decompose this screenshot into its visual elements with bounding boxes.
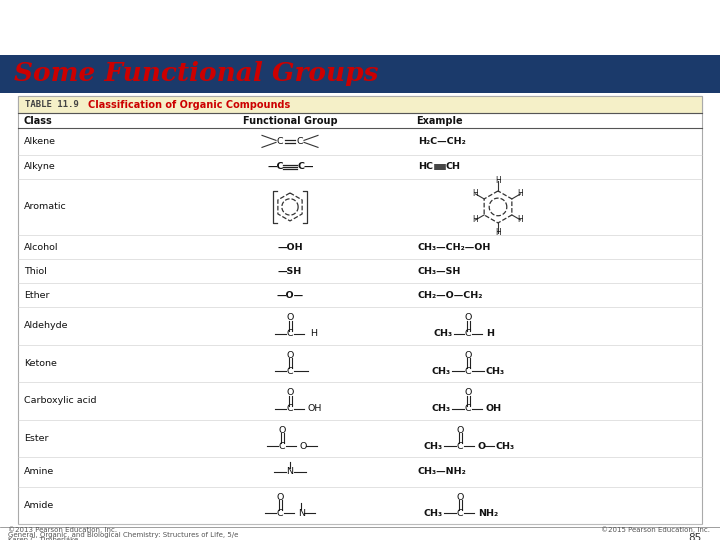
Text: Alkene: Alkene bbox=[24, 137, 56, 146]
Bar bbox=[18, 96, 702, 113]
Text: 85: 85 bbox=[688, 533, 701, 540]
Text: O: O bbox=[287, 314, 294, 322]
Text: O: O bbox=[464, 351, 472, 360]
Text: N: N bbox=[287, 467, 294, 476]
Text: CH₃: CH₃ bbox=[432, 367, 451, 376]
Bar bbox=[18, 96, 702, 524]
Text: Alkyne: Alkyne bbox=[24, 163, 55, 171]
Text: Some Functional Groups: Some Functional Groups bbox=[14, 62, 379, 86]
Text: —OH: —OH bbox=[277, 242, 303, 252]
Text: CH₃: CH₃ bbox=[432, 404, 451, 414]
Text: Aldehyde: Aldehyde bbox=[24, 321, 68, 330]
Text: Ether: Ether bbox=[24, 291, 50, 300]
Text: C: C bbox=[276, 509, 283, 518]
Text: —SH: —SH bbox=[278, 267, 302, 275]
Text: O: O bbox=[464, 314, 472, 322]
Text: H: H bbox=[472, 190, 478, 198]
Text: C—: C— bbox=[298, 163, 315, 171]
Text: C: C bbox=[279, 442, 285, 451]
Text: O: O bbox=[478, 442, 486, 451]
Text: C: C bbox=[456, 509, 463, 518]
Text: O: O bbox=[300, 442, 307, 451]
Text: Amine: Amine bbox=[24, 467, 54, 476]
Text: Aromatic: Aromatic bbox=[24, 202, 67, 212]
Text: Classification of Organic Compounds: Classification of Organic Compounds bbox=[88, 99, 290, 110]
Text: O: O bbox=[456, 493, 464, 502]
Text: O: O bbox=[276, 493, 284, 502]
Text: General, Organic, and Biological Chemistry: Structures of Life, 5/e: General, Organic, and Biological Chemist… bbox=[8, 532, 238, 538]
Text: C: C bbox=[297, 137, 303, 146]
Text: CH₃: CH₃ bbox=[485, 367, 504, 376]
Text: O: O bbox=[279, 426, 286, 435]
Text: CH₃: CH₃ bbox=[424, 442, 443, 451]
Text: H: H bbox=[472, 215, 478, 225]
Text: H₂C—CH₂: H₂C—CH₂ bbox=[418, 137, 466, 146]
Text: CH: CH bbox=[446, 163, 461, 171]
Text: O: O bbox=[464, 388, 472, 397]
Text: C: C bbox=[464, 329, 472, 339]
Text: Amide: Amide bbox=[24, 501, 54, 510]
Text: CH₃—NH₂: CH₃—NH₂ bbox=[418, 467, 467, 476]
Text: —C: —C bbox=[268, 163, 284, 171]
Text: ©2015 Pearson Education, Inc.: ©2015 Pearson Education, Inc. bbox=[601, 526, 710, 534]
Text: H: H bbox=[495, 177, 501, 185]
Text: C: C bbox=[464, 367, 472, 376]
Text: TABLE 11.9: TABLE 11.9 bbox=[25, 100, 78, 109]
Text: Karen C. Timberlake: Karen C. Timberlake bbox=[8, 537, 78, 540]
Text: Functional Group: Functional Group bbox=[243, 116, 337, 125]
Text: C: C bbox=[287, 329, 293, 339]
Text: CH₃: CH₃ bbox=[495, 442, 514, 451]
Text: Alcohol: Alcohol bbox=[24, 242, 58, 252]
Text: Example: Example bbox=[416, 116, 463, 125]
Text: ©2013 Pearson Education, Inc.: ©2013 Pearson Education, Inc. bbox=[8, 526, 117, 534]
Text: O: O bbox=[456, 426, 464, 435]
Text: C: C bbox=[287, 404, 293, 414]
Text: H: H bbox=[495, 228, 501, 238]
Text: C: C bbox=[287, 367, 293, 376]
Text: Carboxylic acid: Carboxylic acid bbox=[24, 396, 96, 406]
Text: CH₃—SH: CH₃—SH bbox=[418, 267, 462, 275]
Text: H: H bbox=[518, 190, 523, 198]
Text: Class: Class bbox=[24, 116, 53, 125]
Text: OH: OH bbox=[308, 404, 323, 414]
Text: NH₂: NH₂ bbox=[478, 509, 498, 518]
Text: —O—: —O— bbox=[276, 291, 304, 300]
Text: CH₃—CH₂—OH: CH₃—CH₂—OH bbox=[418, 242, 491, 252]
Text: Thiol: Thiol bbox=[24, 267, 47, 275]
Text: CH₂—O—CH₂: CH₂—O—CH₂ bbox=[418, 291, 483, 300]
Text: O: O bbox=[287, 351, 294, 360]
Text: H: H bbox=[310, 329, 317, 339]
Text: CH₃: CH₃ bbox=[434, 329, 453, 339]
Text: N: N bbox=[298, 509, 305, 518]
Bar bbox=[0, 55, 720, 93]
Text: O: O bbox=[287, 388, 294, 397]
Text: H: H bbox=[486, 329, 494, 339]
Text: CH₃: CH₃ bbox=[424, 509, 443, 518]
Text: OH: OH bbox=[486, 404, 502, 414]
Text: Ester: Ester bbox=[24, 434, 48, 443]
Text: Ketone: Ketone bbox=[24, 359, 57, 368]
Text: C: C bbox=[276, 137, 283, 146]
Text: C: C bbox=[456, 442, 463, 451]
Text: HC: HC bbox=[418, 163, 433, 171]
Text: H: H bbox=[518, 215, 523, 225]
Text: C: C bbox=[464, 404, 472, 414]
